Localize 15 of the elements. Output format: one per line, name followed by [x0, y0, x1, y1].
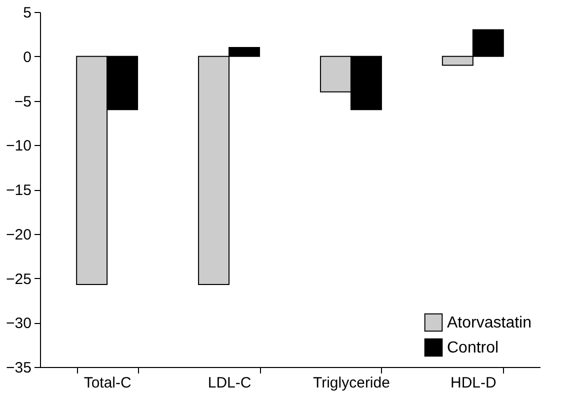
y-tick-label: −25 [6, 270, 32, 288]
y-tick-label: −30 [6, 315, 32, 332]
x-tick-label: LDL-C [208, 374, 252, 392]
y-tick-label: −15 [6, 182, 32, 199]
y-tick-label: −20 [6, 226, 32, 244]
legend-label: Control [447, 340, 499, 356]
y-tick-label: 0 [23, 48, 32, 66]
x-tick-label: HDL-D [450, 374, 497, 392]
x-tick-label: Triglyceride [312, 374, 390, 392]
y-tick-label: −35 [6, 360, 32, 376]
x-tick-label: Total-C [84, 374, 132, 392]
y-tick-label: −5 [14, 93, 32, 110]
y-tick-label: −10 [6, 138, 32, 155]
legend-label: Atorvastatin [447, 314, 532, 332]
y-tick-label: 5 [23, 4, 32, 22]
